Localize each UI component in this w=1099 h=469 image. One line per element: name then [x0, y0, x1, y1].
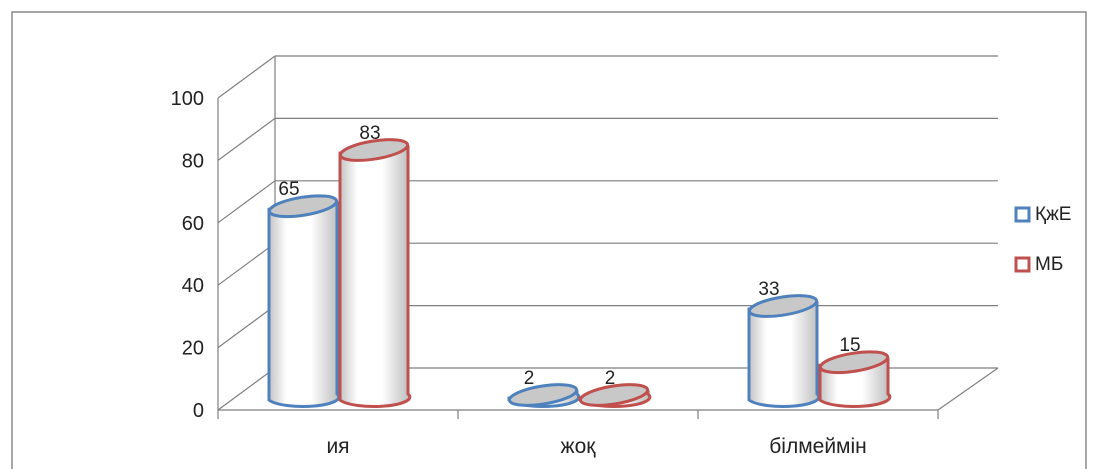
data-label: 33	[758, 279, 779, 300]
y-tick-label: 100	[171, 88, 204, 110]
y-tick-label: 80	[182, 150, 204, 172]
category-label: жоқ	[561, 435, 597, 458]
legend-label: МБ	[1035, 254, 1063, 275]
legend-swatch	[1014, 256, 1031, 273]
gridline-side	[217, 367, 276, 411]
legend: ҚжЕ МБ	[1014, 204, 1071, 275]
bars-layer	[267, 138, 892, 408]
bar-mb	[578, 383, 652, 408]
bar-top	[818, 350, 890, 375]
bar-top	[578, 383, 650, 407]
floor-right-edge	[937, 367, 999, 411]
data-label: 2	[524, 368, 535, 389]
gridline-side	[217, 180, 276, 224]
y-tick-label: 60	[182, 213, 204, 235]
data-label: 65	[278, 179, 299, 200]
bar-qze	[507, 383, 581, 408]
bar-mb	[338, 138, 412, 408]
bar-qze	[747, 294, 821, 408]
axis-layer: 0 20 40 60 80 100	[171, 88, 939, 422]
gridline-side	[217, 55, 276, 99]
legend-label: ҚжЕ	[1035, 204, 1071, 225]
category-label: білмеймін	[769, 435, 867, 458]
y-tick-label: 40	[182, 275, 204, 297]
data-label: 2	[605, 368, 616, 389]
bar-top	[507, 383, 579, 407]
bar-body	[338, 145, 412, 408]
y-tick-label: 0	[193, 400, 204, 422]
category-label: ия	[326, 435, 349, 458]
bar-mb	[818, 350, 892, 408]
y-tick-label: 20	[182, 338, 204, 360]
bar-top	[338, 138, 410, 162]
gridline-side	[217, 117, 276, 161]
labels-layer: ия жоқ білмеймін 65 2 33 83 2 15	[278, 123, 866, 458]
bar-top	[747, 294, 819, 318]
bar-qze	[267, 194, 341, 408]
gridline-side	[217, 242, 276, 286]
legend-swatch	[1014, 206, 1031, 223]
bar-body	[747, 301, 821, 408]
data-label: 83	[359, 123, 380, 144]
data-label: 15	[839, 335, 860, 356]
bar-top	[267, 194, 339, 219]
bar-body	[267, 201, 341, 408]
gridline-side	[217, 305, 276, 349]
